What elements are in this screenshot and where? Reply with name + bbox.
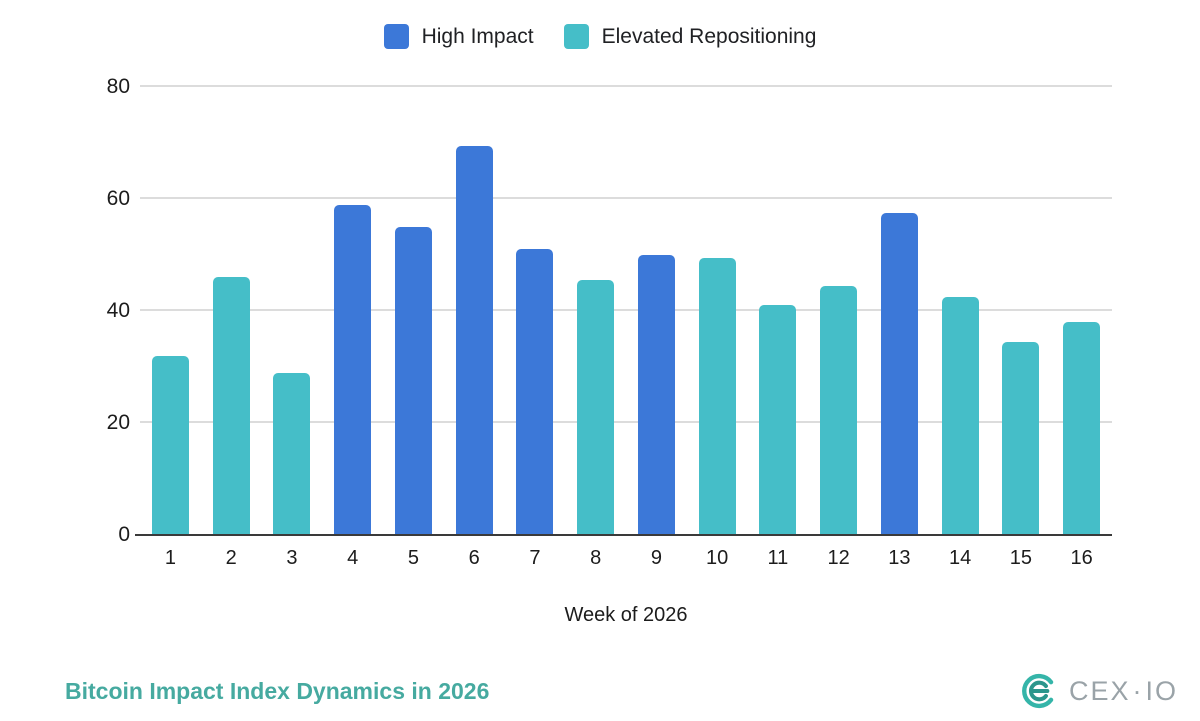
bar-week-3 [273, 372, 311, 535]
gridline-60 [140, 197, 1112, 199]
x-tick-label-1: 1 [164, 547, 176, 569]
cexio-logo-icon [1018, 670, 1060, 712]
x-tick-label-6: 6 [468, 547, 480, 569]
bar-week-9 [637, 255, 675, 535]
y-axis: 0 20 40 60 80 [0, 75, 130, 546]
x-axis-labels: 1 2 3 4 5 6 7 8 9 10 11 12 13 14 15 16 [140, 547, 1112, 573]
x-tick-label-5: 5 [407, 547, 419, 569]
bar-week-2 [212, 277, 250, 535]
bar-week-14 [941, 297, 979, 535]
x-tick-label-14: 14 [949, 547, 972, 569]
logo-text-io: IO [1145, 675, 1178, 706]
chart-legend: High Impact Elevated Repositioning [0, 24, 1200, 49]
legend-label-high-impact: High Impact [421, 24, 534, 48]
x-tick-label-3: 3 [286, 547, 298, 569]
bar-week-5 [394, 227, 432, 535]
legend-swatch-elevated-repositioning [563, 24, 589, 49]
x-tick-label-16: 16 [1070, 547, 1093, 569]
y-tick-label-0: 0 [118, 523, 130, 546]
bar-week-16 [1063, 322, 1101, 535]
x-tick-label-11: 11 [767, 547, 789, 569]
x-tick-label-10: 10 [706, 547, 729, 569]
x-tick-label-13: 13 [888, 547, 911, 569]
bar-week-4 [334, 204, 372, 535]
y-tick-label-40: 40 [106, 299, 130, 322]
legend-item-elevated-repositioning: Elevated Repositioning [563, 24, 817, 49]
plot-area [135, 85, 1112, 536]
x-tick-label-2: 2 [225, 547, 237, 569]
bar-week-11 [759, 305, 797, 535]
gridline-40 [140, 309, 1112, 311]
logo-dot: · [1132, 675, 1144, 706]
logo-text-cex: CEX [1068, 675, 1131, 706]
x-axis-line [135, 534, 1112, 536]
bar-week-6 [455, 145, 493, 535]
x-tick-label-15: 15 [1009, 547, 1032, 569]
cexio-logo: CEX · IO [1018, 670, 1178, 712]
x-tick-label-12: 12 [827, 547, 850, 569]
y-tick-label-60: 60 [106, 187, 130, 210]
y-tick-label-20: 20 [106, 411, 130, 434]
x-tick-label-8: 8 [590, 547, 602, 569]
legend-item-high-impact: High Impact [383, 24, 534, 49]
bar-week-15 [1002, 341, 1040, 535]
bar-week-7 [516, 249, 554, 535]
legend-swatch-high-impact [383, 24, 409, 49]
x-axis-title: Week of 2026 [564, 604, 688, 626]
bar-week-12 [820, 285, 858, 535]
x-tick-label-7: 7 [529, 547, 541, 569]
y-tick-label-80: 80 [106, 75, 130, 98]
x-tick-label-9: 9 [650, 547, 662, 569]
gridline-20 [140, 421, 1112, 423]
bar-week-10 [698, 257, 736, 535]
chart-title: Bitcoin Impact Index Dynamics in 2026 [65, 678, 490, 704]
gridline-80 [140, 85, 1112, 87]
cexio-logo-text: CEX · IO [1069, 676, 1178, 707]
bar-week-13 [880, 213, 918, 535]
legend-label-elevated-repositioning: Elevated Repositioning [601, 24, 817, 48]
x-tick-label-4: 4 [347, 547, 359, 569]
logo-outer-arc [1022, 674, 1054, 708]
bar-week-1 [151, 355, 189, 535]
bar-week-8 [577, 280, 615, 535]
